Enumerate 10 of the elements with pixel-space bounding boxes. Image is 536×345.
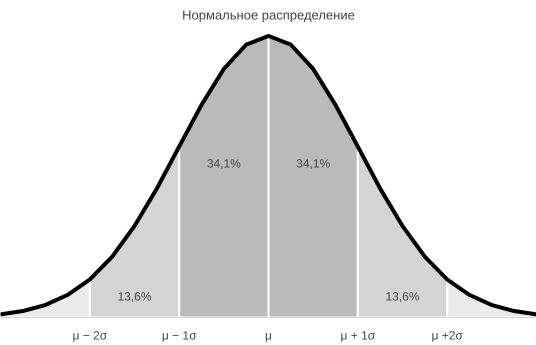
x-tick-label: μ +2σ (432, 328, 464, 342)
annotation: 13,6% (117, 289, 152, 304)
x-tick-label: μ − 2σ (72, 328, 108, 342)
x-tick-label: μ − 1σ (162, 328, 198, 342)
chart-title: Нормальное распределение (182, 8, 355, 22)
annotation: 34,1% (296, 156, 331, 170)
x-tick-label: μ + 1σ (340, 328, 376, 342)
x-tick-label: μ (265, 328, 272, 342)
annotation: 13,6% (385, 289, 420, 304)
annotation: 34,1% (206, 156, 242, 170)
